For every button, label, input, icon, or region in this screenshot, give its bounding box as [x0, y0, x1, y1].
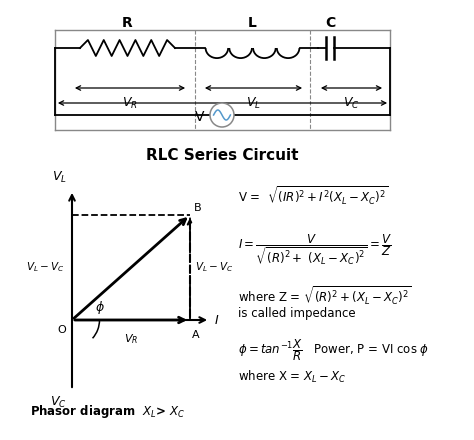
Text: where Z = $\sqrt{(R)^2+(X_L-X_C)^2}$: where Z = $\sqrt{(R)^2+(X_L-X_C)^2}$: [238, 285, 411, 308]
Text: $V_L$: $V_L$: [246, 96, 261, 111]
Text: $I = \dfrac{V}{\sqrt{(R)^2+\ (X_L-X_C)^2}} = \dfrac{V}{Z}$: $I = \dfrac{V}{\sqrt{(R)^2+\ (X_L-X_C)^2…: [238, 233, 392, 268]
Text: C: C: [325, 16, 335, 30]
Text: $V_L$: $V_L$: [52, 170, 67, 185]
Text: $V_R$: $V_R$: [122, 96, 138, 111]
Text: $V_C$: $V_C$: [343, 96, 360, 111]
Text: $V_L-V_C$: $V_L-V_C$: [195, 260, 233, 274]
Text: where X = $X_L - X_C$: where X = $X_L - X_C$: [238, 369, 346, 385]
Text: $\phi$: $\phi$: [95, 300, 105, 316]
Text: $\phi = tan^{-1}\dfrac{X}{R}$   Power, P = VI cos $\phi$: $\phi = tan^{-1}\dfrac{X}{R}$ Power, P =…: [238, 337, 429, 363]
Text: Phasor diagram  $X_L$> $X_C$: Phasor diagram $X_L$> $X_C$: [30, 403, 185, 420]
Text: L: L: [248, 16, 257, 30]
Text: B: B: [194, 203, 201, 213]
Text: A: A: [192, 330, 200, 340]
Text: V =  $\sqrt{(IR)^2+I^2(X_L - X_C)^2}$: V = $\sqrt{(IR)^2+I^2(X_L - X_C)^2}$: [238, 185, 389, 207]
Text: R: R: [122, 16, 133, 30]
Text: is called impedance: is called impedance: [238, 307, 356, 320]
Text: $V_L-V_C$: $V_L-V_C$: [26, 260, 64, 274]
Text: RLC Series Circuit: RLC Series Circuit: [146, 148, 298, 163]
Text: $V_C$: $V_C$: [50, 395, 67, 410]
Text: $V_R$: $V_R$: [124, 332, 138, 346]
Circle shape: [210, 103, 234, 127]
Text: $I$: $I$: [214, 313, 219, 326]
Text: V: V: [195, 110, 205, 124]
Text: O: O: [57, 325, 66, 335]
